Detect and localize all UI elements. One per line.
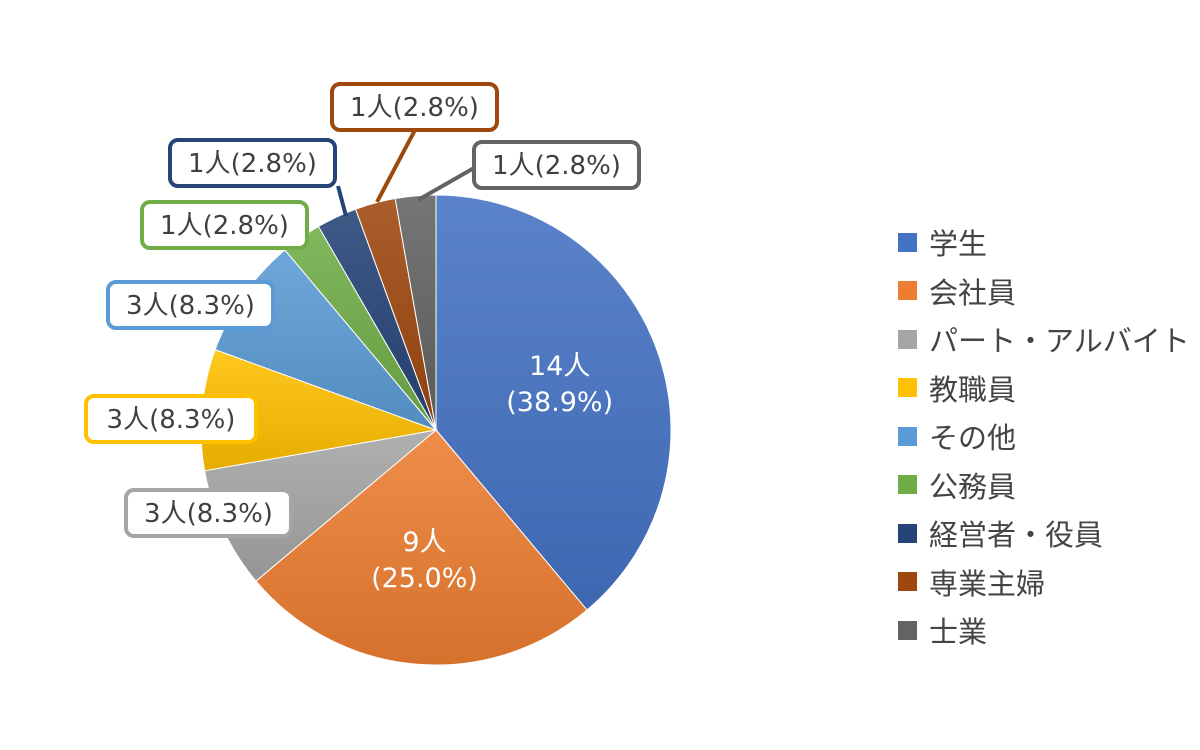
- slice-label-count: 14人: [529, 351, 590, 382]
- legend-swatch: [898, 329, 917, 349]
- callout-box: [124, 488, 293, 538]
- legend: 学生会社員パート・アルバイト 教職員その他公務員経営者・役員 専業主婦士業: [898, 218, 1190, 655]
- callout-label: 1人(2.8%): [350, 93, 479, 123]
- legend-swatch: [898, 378, 917, 398]
- legend-item: 経営者・役員: [898, 509, 1188, 558]
- callout-box: [168, 138, 337, 188]
- slice-label-percent: (38.9%): [506, 387, 613, 418]
- callout-label: 1人(2.8%): [188, 149, 317, 179]
- leader-line: [417, 166, 475, 202]
- legend-label: その他: [929, 421, 1017, 456]
- legend-swatch: [898, 281, 917, 301]
- legend-label: 士業: [929, 615, 988, 650]
- legend-swatch: [898, 523, 917, 543]
- callout-box: [140, 200, 309, 250]
- slice-label-percent: (25.0%): [371, 563, 478, 594]
- legend-item: 会社員: [898, 267, 1188, 316]
- legend-label: 専業主婦: [929, 566, 1046, 601]
- callout-box: [84, 394, 258, 444]
- legend-label: 会社員: [929, 275, 1017, 310]
- legend-item: 専業主婦: [898, 558, 1188, 607]
- callout-box: [330, 82, 499, 132]
- legend-item: パート・アルバイト: [898, 315, 1190, 364]
- pie-slice-1: [435, 194, 672, 611]
- callout-label: 1人(2.8%): [160, 211, 289, 241]
- callout-label: 1人(2.8%): [492, 151, 621, 181]
- legend-label: 経営者・役員: [929, 518, 1104, 553]
- legend-label: 学生: [929, 227, 988, 262]
- legend-item: 教職員: [898, 364, 1188, 413]
- legend-swatch: [898, 572, 917, 592]
- legend-swatch: [898, 426, 917, 446]
- legend-item: 学生: [898, 218, 1188, 267]
- callout-label: 3人(8.3%): [126, 291, 255, 321]
- legend-label: パート・アルバイト: [929, 324, 1190, 359]
- callout-box: [106, 280, 275, 330]
- legend-swatch: [898, 232, 917, 252]
- legend-item: その他: [898, 412, 1188, 461]
- pie-slice-9: [394, 194, 437, 431]
- callout-box: [472, 140, 641, 190]
- callout-label: 3人(8.3%): [144, 499, 273, 529]
- legend-label: 公務員: [929, 469, 1017, 504]
- pie-slice-2: [255, 429, 588, 666]
- legend-item: 公務員: [898, 461, 1188, 510]
- leader-line: [375, 129, 417, 203]
- slice-label-count: 9人: [402, 527, 446, 558]
- legend-label: 教職員: [929, 372, 1017, 407]
- callout-label: 3人(8.3%): [107, 405, 236, 435]
- leader-line: [336, 185, 348, 217]
- legend-swatch: [898, 620, 917, 640]
- legend-swatch: [898, 475, 917, 495]
- legend-item: 士業: [898, 606, 1188, 655]
